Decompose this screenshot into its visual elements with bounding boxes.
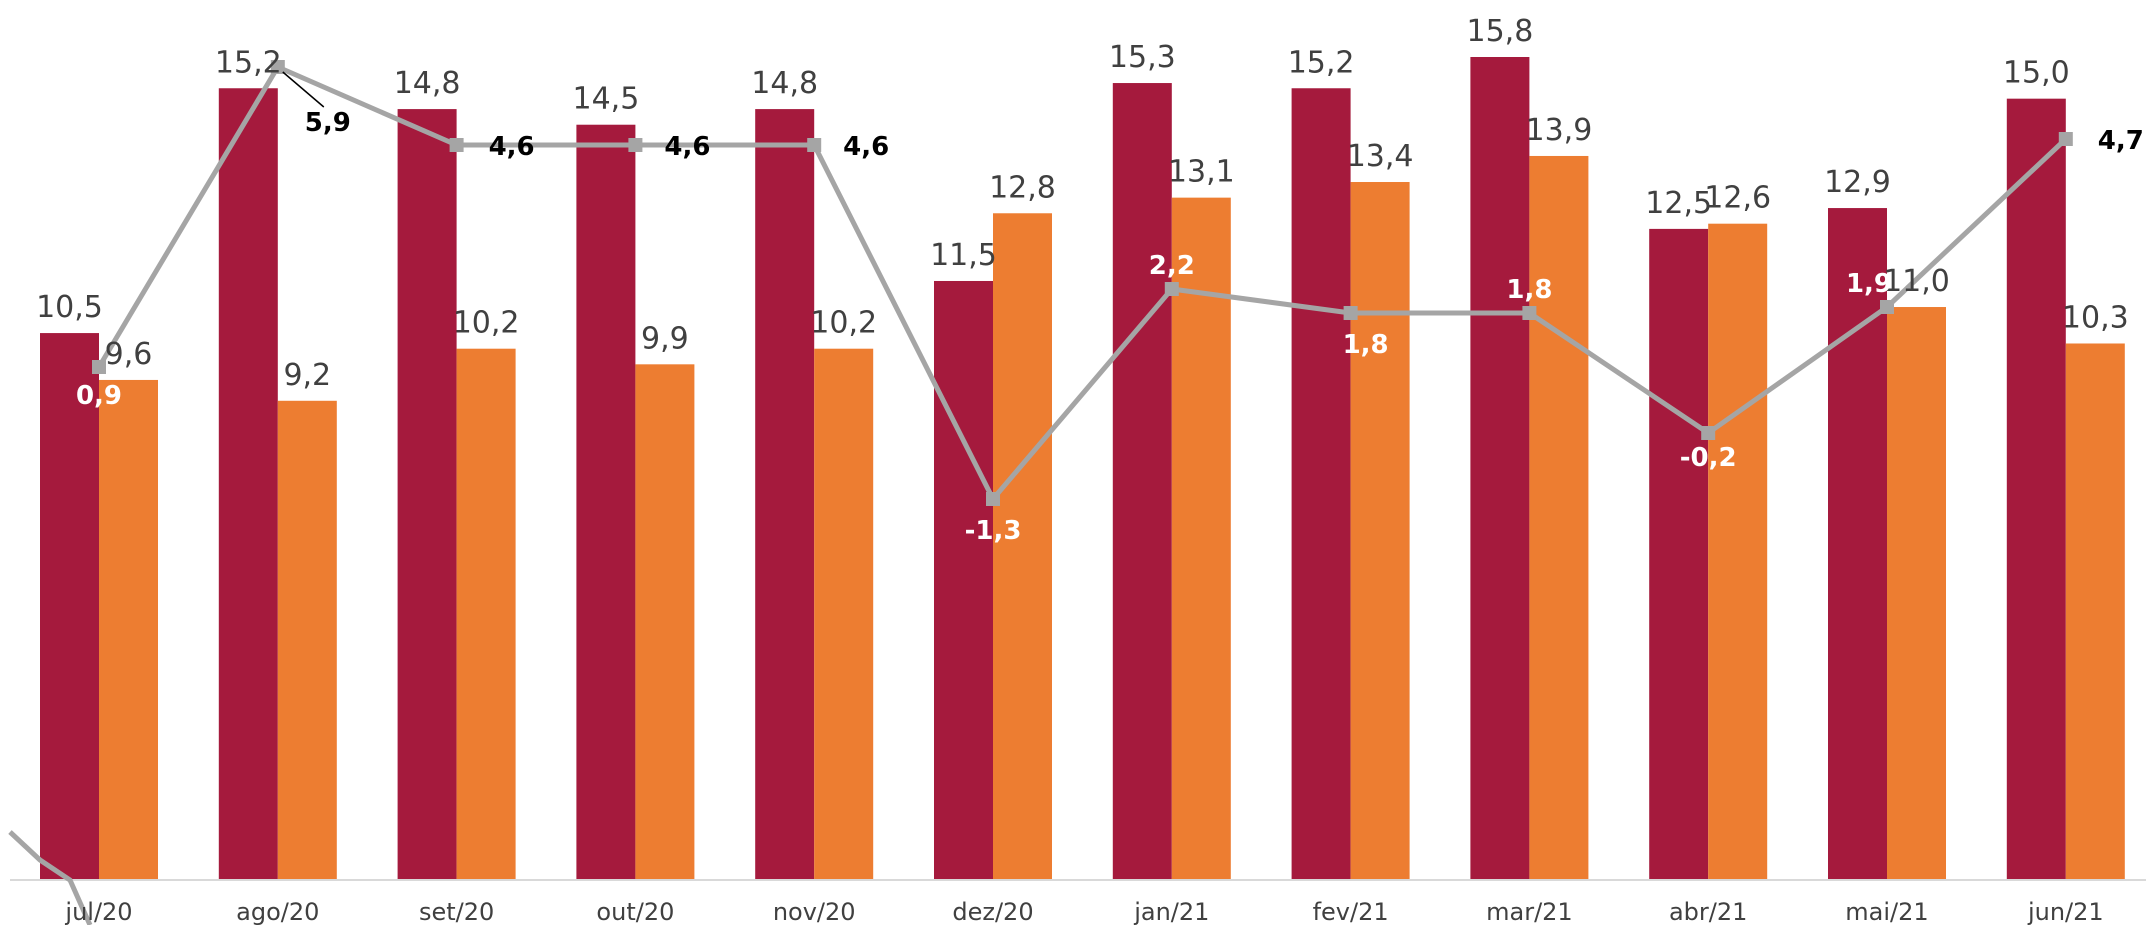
x-tick-label: abr/21 <box>1669 898 1747 925</box>
x-tick-label: nov/20 <box>773 898 856 925</box>
bar-series1-nov/20 <box>755 109 815 880</box>
bar-series2-dez/20 <box>993 213 1052 881</box>
bar-series1-label: 11,5 <box>930 238 997 273</box>
bar-value-labels: 10,59,6 15,2 9,2 14,8 10,2 14,5 9,9 14,8 10,2 11,… <box>36 14 2129 393</box>
bar-series2-label: 9,2 <box>283 358 331 393</box>
bar-series1-label: 14,5 <box>573 82 640 117</box>
line-value-label: 1,8 <box>1506 275 1552 305</box>
line-marker <box>986 492 1000 506</box>
line-value-label: 2,2 <box>1149 251 1195 281</box>
bar-series2-label: 12,6 <box>1704 181 1771 216</box>
bar-series1-ago/20 <box>218 88 278 880</box>
bar-series2-jan/21 <box>1171 197 1231 881</box>
bar-series1-out/20 <box>576 124 636 880</box>
bar-series1-label: 12,9 <box>1824 165 1891 200</box>
bar-series1-label: 15,2 <box>1288 45 1355 80</box>
x-tick-label: fev/21 <box>1313 898 1389 925</box>
line-value-label: -0,2 <box>1680 443 1737 473</box>
bar-series2-label: 12,8 <box>989 170 1056 205</box>
line-marker <box>1522 306 1537 320</box>
line-value-label: 4,6 <box>664 132 710 162</box>
line-marker <box>1343 306 1358 320</box>
bar-series1-mai/21 <box>1828 208 1887 881</box>
line-marker <box>2058 132 2073 146</box>
bar-series2-abr/21 <box>1708 223 1768 881</box>
line-value-label: 1,9 <box>1846 269 1892 299</box>
x-tick-label: ago/20 <box>236 898 319 925</box>
line-series-group <box>8 60 2073 925</box>
bar-series1-fev/21 <box>1291 88 1351 880</box>
line-value-label: 4,6 <box>843 132 889 162</box>
line-value-label: -1,3 <box>965 516 1022 546</box>
bar-series2-out/20 <box>635 364 695 881</box>
x-tick-label: dez/20 <box>952 898 1033 925</box>
line-value-label: 4,7 <box>2098 126 2144 156</box>
line-value-labels: 0,9 5,9 4,6 4,6 4,6 -1,3 2,2 1,8 1,8 -0,2 1,9 4,7 <box>76 71 2144 546</box>
line-value-label: 4,6 <box>489 132 535 162</box>
bar-series1-label: 15,3 <box>1109 40 1176 75</box>
label-leader-line <box>282 71 325 108</box>
bar-series1-label: 15,8 <box>1467 14 1534 49</box>
bar-series1-label: 12,5 <box>1645 186 1712 221</box>
bar-series2-label: 13,1 <box>1168 155 1235 190</box>
line-marker <box>449 138 464 152</box>
bar-series2-set/20 <box>456 348 516 881</box>
line-marker <box>1164 282 1179 296</box>
bar-series2-jul/20 <box>99 379 158 880</box>
bar-series2-mar/21 <box>1529 155 1589 880</box>
bar-series2-label: 10,2 <box>453 306 520 341</box>
line-marker <box>1701 426 1716 440</box>
x-tick-label: mar/21 <box>1486 898 1573 925</box>
x-tick-label: set/20 <box>419 898 494 925</box>
line-marker <box>270 60 285 74</box>
bar-series1-label: 15,2 <box>215 45 282 80</box>
x-tick-label: jul/20 <box>64 898 132 925</box>
bar-series2-ago/20 <box>277 400 337 880</box>
x-tick-label: jan/21 <box>1133 898 1209 925</box>
bar-series1-label: 15,0 <box>2003 56 2070 91</box>
bar-series1-label: 14,8 <box>394 66 461 101</box>
bar-series2-label: 11,0 <box>1883 264 1950 299</box>
bar-series1-set/20 <box>397 109 457 880</box>
line-value-label: 1,8 <box>1343 330 1389 360</box>
line-marker <box>1880 300 1894 314</box>
bar-series1-jan/21 <box>1112 83 1172 880</box>
x-axis-tick-labels: jul/20 ago/20 set/20 out/20 nov/20 dez/20 jan/… <box>64 898 2103 925</box>
line-series-lead <box>8 830 93 925</box>
x-tick-label: out/20 <box>596 898 674 925</box>
line-marker <box>92 360 106 374</box>
bar-series2-label: 13,9 <box>1526 113 1593 148</box>
bar-series1-dez/20 <box>934 280 993 880</box>
bar-series2-label: 10,2 <box>810 306 877 341</box>
bar-series2-label: 9,9 <box>641 321 689 356</box>
line-value-label: 0,9 <box>76 381 122 411</box>
line-series-path <box>96 64 2068 502</box>
bar-series1-abr/21 <box>1649 228 1709 881</box>
bar-series1-label: 10,5 <box>36 290 103 325</box>
x-tick-label: jun/21 <box>2027 898 2104 925</box>
x-tick-label: mai/21 <box>1845 898 1928 925</box>
bar-series-group <box>40 57 2125 881</box>
line-marker <box>807 138 822 152</box>
bar-series2-label: 10,3 <box>2062 300 2129 335</box>
bar-series1-jun/21 <box>2006 98 2066 880</box>
bar-series1-mar/21 <box>1470 57 1530 880</box>
bar-series1-jul/20 <box>40 333 99 881</box>
bar-series2-label: 13,4 <box>1347 139 1414 174</box>
bar-series2-jun/21 <box>2065 343 2125 881</box>
bar-series2-label: 9,6 <box>105 337 153 372</box>
bar-series2-mai/21 <box>1887 307 1946 880</box>
bar-series2-nov/20 <box>814 348 874 881</box>
bar-series1-label: 14,8 <box>751 66 818 101</box>
bar-series2-fev/21 <box>1350 182 1410 880</box>
line-marker <box>628 138 643 152</box>
line-value-label: 5,9 <box>305 108 351 138</box>
